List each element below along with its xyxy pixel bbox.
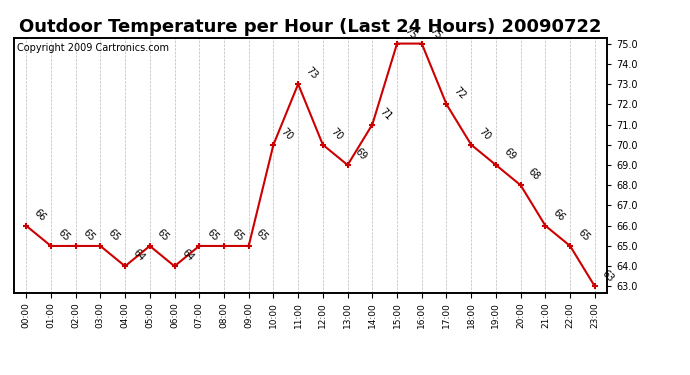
Text: 70: 70 (477, 126, 493, 142)
Text: 72: 72 (452, 86, 468, 102)
Text: 64: 64 (180, 248, 196, 263)
Title: Outdoor Temperature per Hour (Last 24 Hours) 20090722: Outdoor Temperature per Hour (Last 24 Ho… (19, 18, 602, 36)
Text: 68: 68 (526, 167, 542, 183)
Text: 69: 69 (502, 147, 518, 162)
Text: 63: 63 (600, 268, 616, 284)
Text: 75: 75 (402, 25, 419, 41)
Text: 66: 66 (551, 207, 566, 223)
Text: 70: 70 (328, 126, 344, 142)
Text: 65: 65 (575, 227, 591, 243)
Text: 69: 69 (353, 147, 369, 162)
Text: 65: 65 (57, 227, 72, 243)
Text: 70: 70 (279, 126, 295, 142)
Text: 65: 65 (106, 227, 121, 243)
Text: 65: 65 (155, 227, 171, 243)
Text: 65: 65 (230, 227, 246, 243)
Text: 64: 64 (130, 248, 146, 263)
Text: 71: 71 (378, 106, 394, 122)
Text: 73: 73 (304, 66, 319, 81)
Text: 66: 66 (32, 207, 48, 223)
Text: 75: 75 (427, 25, 443, 41)
Text: 65: 65 (205, 227, 221, 243)
Text: Copyright 2009 Cartronics.com: Copyright 2009 Cartronics.com (17, 43, 169, 52)
Text: 65: 65 (81, 227, 97, 243)
Text: 65: 65 (254, 227, 270, 243)
